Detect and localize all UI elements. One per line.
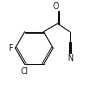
Text: N: N bbox=[67, 54, 73, 63]
Text: F: F bbox=[9, 44, 13, 53]
Text: Cl: Cl bbox=[21, 67, 29, 76]
Text: O: O bbox=[53, 1, 59, 11]
